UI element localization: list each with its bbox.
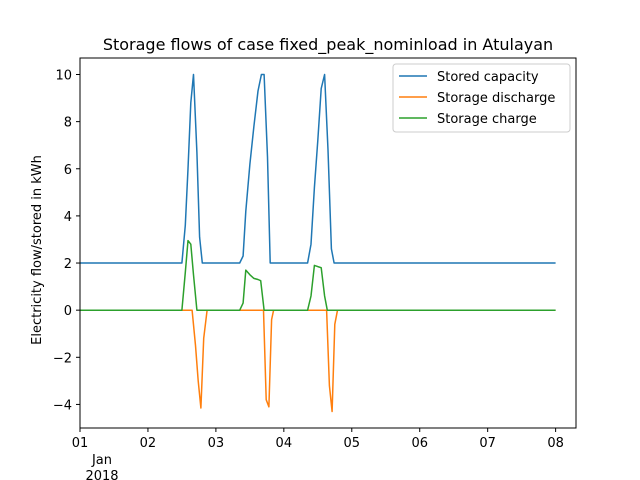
plot-frame — [79, 57, 577, 429]
y-axis-label: Electricity flow/stored in kWh — [30, 155, 45, 345]
x-tick-label: 05 — [344, 436, 361, 451]
x-tick-label: 02 — [140, 436, 157, 451]
x-tick-label: 01 — [72, 436, 89, 451]
series-line-3 — [80, 239, 556, 311]
y-axis: −4 −2 0 2 4 6 8 10 — [53, 68, 80, 413]
series-line-1 — [80, 73, 556, 264]
x-tick-label: 08 — [547, 436, 564, 451]
x-axis-sublabel-year: 2018 — [85, 469, 118, 480]
plot-area — [80, 73, 556, 413]
legend-box — [392, 63, 571, 133]
y-tick-label: 2 — [64, 257, 72, 272]
y-tick-label: 0 — [64, 304, 72, 319]
legend-label-2: Storage discharge — [437, 91, 555, 106]
x-tick-label: 06 — [411, 436, 428, 451]
legend-label-3: Storage charge — [437, 112, 537, 127]
y-tick-label: 8 — [64, 116, 72, 131]
series-line-2 — [80, 309, 556, 413]
y-tick-label: 4 — [64, 210, 72, 225]
y-tick-label: −4 — [53, 398, 72, 413]
legend-label-1: Stored capacity — [437, 70, 539, 85]
y-tick-label: 10 — [55, 68, 72, 83]
chart-title: Storage flows of case fixed_peak_nominlo… — [103, 35, 553, 55]
x-axis: 01 02 03 04 05 06 07 08 — [72, 428, 564, 451]
x-axis-sublabel-month: Jan — [91, 453, 112, 468]
y-tick-label: −2 — [53, 351, 72, 366]
legend: Stored capacity Storage discharge Storage … — [392, 63, 571, 133]
x-tick-label: 04 — [276, 436, 293, 451]
y-tick-label: 6 — [64, 163, 72, 178]
x-tick-label: 03 — [208, 436, 225, 451]
x-tick-label: 07 — [479, 436, 496, 451]
